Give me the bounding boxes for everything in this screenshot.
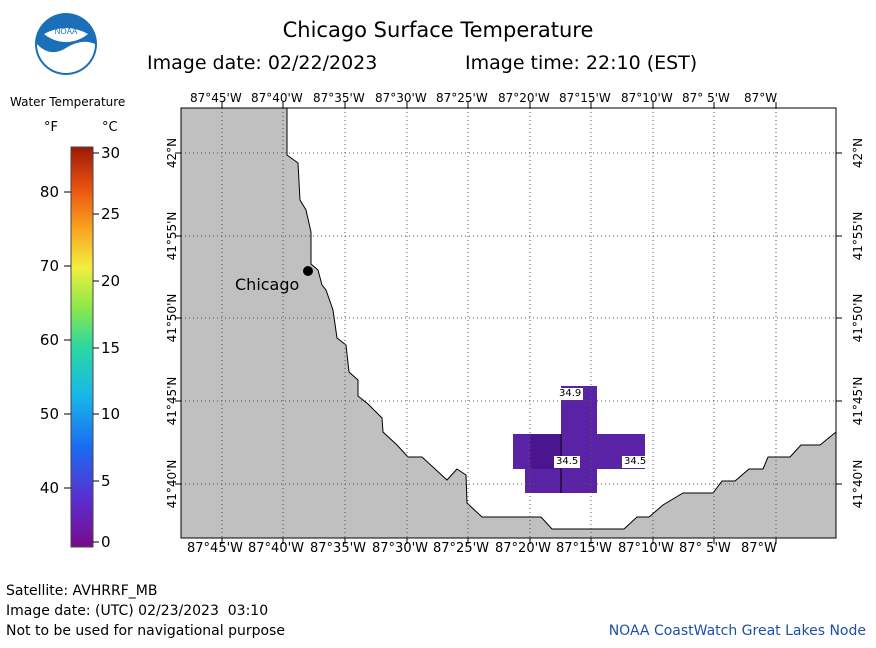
- coordinate-label: 87°W: [744, 91, 778, 105]
- coordinate-label: 41°45'N: [851, 376, 865, 426]
- coordinate-label: 41°55'N: [851, 211, 865, 261]
- coordinate-label: 40: [39, 479, 59, 497]
- coordinate-label: 41°55'N: [165, 211, 179, 261]
- coordinate-label: 41°45'N: [165, 376, 179, 426]
- temp-label: 34.5: [554, 456, 581, 468]
- coordinate-label: 41°50'N: [851, 293, 865, 343]
- coordinate-label: 87°15'W: [556, 541, 613, 556]
- coordinate-label: 70: [39, 257, 59, 275]
- coordinate-label: 87°30'W: [372, 541, 429, 556]
- coordinate-label: 20: [101, 272, 121, 290]
- coordinate-label: 0: [101, 533, 111, 551]
- coordinate-label: 41°40'N: [851, 459, 865, 509]
- image-time: Image time: 22:10 (EST): [465, 52, 698, 74]
- logo-wave: [37, 41, 95, 73]
- temp-label: 34.9: [557, 388, 584, 400]
- coordinate-label: 87°45'W: [187, 541, 244, 556]
- coordinate-label: 87°45'W: [190, 91, 242, 105]
- coordinate-label: 87°35'W: [313, 91, 365, 105]
- coordinate-label: 87°W: [741, 541, 777, 556]
- coordinate-label: 87°40'W: [248, 541, 305, 556]
- coordinate-label: 30: [101, 144, 121, 162]
- coordinate-label: 87° 5'W: [682, 91, 730, 105]
- surface-temperature-map: [175, 102, 842, 544]
- coordinate-label: 50: [39, 405, 59, 423]
- temp-label: 34.5: [622, 456, 649, 468]
- coordinate-label: 42°N: [165, 137, 179, 169]
- legend-unit-celsius: °C: [102, 120, 118, 135]
- land-shoreline: [180, 107, 837, 539]
- footer-note: Not to be used for navigational purpose: [6, 623, 285, 639]
- coordinate-label: 41°50'N: [165, 293, 179, 343]
- coordinate-label: 10: [101, 405, 121, 423]
- map-frame: [180, 107, 837, 539]
- colorbar-gradient: [70, 146, 94, 548]
- coordinate-label: 41°40'N: [165, 459, 179, 509]
- coordinate-label: 60: [39, 331, 59, 349]
- legend-unit-fahrenheit: °F: [44, 120, 58, 135]
- footer-satellite: Satellite: AVHRRF_MB: [6, 583, 158, 599]
- frame-ticks: [175, 102, 842, 544]
- footer-node-link[interactable]: NOAA CoastWatch Great Lakes Node: [608, 623, 866, 639]
- coordinate-label: 87°25'W: [436, 91, 488, 105]
- coordinate-label: 80: [39, 183, 59, 201]
- coordinate-label: 42°N: [851, 137, 865, 169]
- image-date: Image date: 02/22/2023: [147, 52, 378, 74]
- coordinate-label: 25: [101, 205, 121, 223]
- logo-gull: [44, 28, 88, 42]
- coordinate-label: 87°25'W: [433, 541, 490, 556]
- coordinate-label: 87° 5'W: [679, 541, 731, 556]
- noaa-logo: NOAA: [35, 13, 97, 75]
- coordinate-label: 87°30'W: [375, 91, 427, 105]
- page-title: Chicago Surface Temperature: [282, 18, 594, 42]
- legend-title: Water Temperature: [10, 95, 126, 109]
- chicago-marker: [303, 266, 313, 276]
- coordinate-label: 15: [101, 339, 121, 357]
- coordinate-label: 87°10'W: [621, 91, 673, 105]
- temperature-colorbar: [64, 146, 99, 548]
- coordinate-label: 87°15'W: [559, 91, 611, 105]
- coordinate-label: 5: [101, 472, 111, 490]
- coordinate-label: 87°20'W: [498, 91, 550, 105]
- coordinate-label: 87°35'W: [310, 541, 367, 556]
- coordinate-label: 87°20'W: [495, 541, 552, 556]
- coordinate-label: 87°40'W: [251, 91, 303, 105]
- footer-utc-date: Image date: (UTC) 02/23/2023 03:10: [6, 603, 269, 619]
- city-label: Chicago: [235, 275, 300, 294]
- coordinate-label: 87°10'W: [618, 541, 675, 556]
- logo-text: NOAA: [55, 27, 78, 36]
